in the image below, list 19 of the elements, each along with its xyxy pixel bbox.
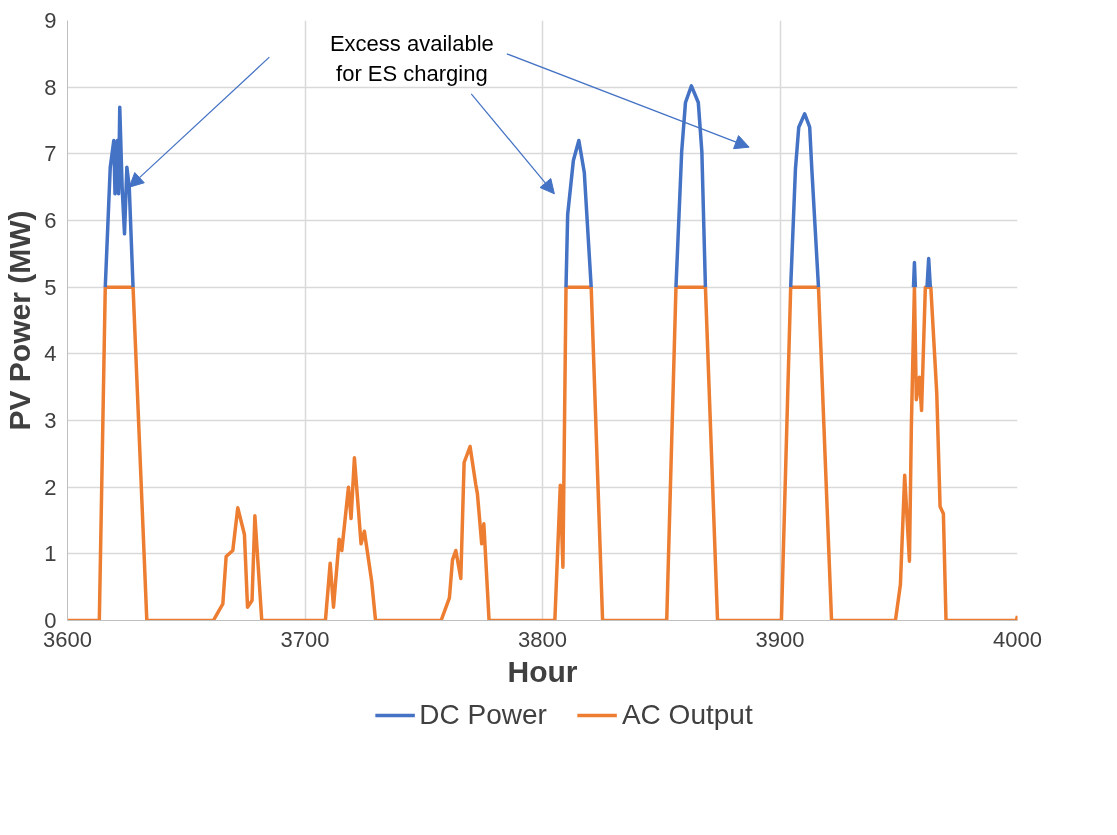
y-axis-title: PV Power (MW) [3,210,37,431]
x-tick-label: 4000 [993,626,1042,652]
y-tick-label: 3 [44,408,57,433]
y-tick-label: 6 [44,208,57,233]
x-tick-label: 3800 [518,626,567,652]
y-tick-label: 1 [44,541,57,567]
x-tick-label: 3900 [755,626,805,652]
x-tick-label: 3700 [280,626,330,652]
x-axis-title: Hour [507,654,578,688]
y-tick-label: 5 [44,274,57,300]
y-tick-label: 2 [44,474,57,500]
y-tick-label: 9 [44,8,57,33]
y-tick-label: 8 [44,74,57,100]
legend-label: DC Power [419,699,547,731]
annotation: Excess available for ES charging [329,30,494,86]
y-tick-label: 0 [44,608,57,633]
y-tick-label: 7 [44,141,57,167]
legend-label: AC Output [621,699,753,731]
y-tick-label: 4 [44,341,57,367]
